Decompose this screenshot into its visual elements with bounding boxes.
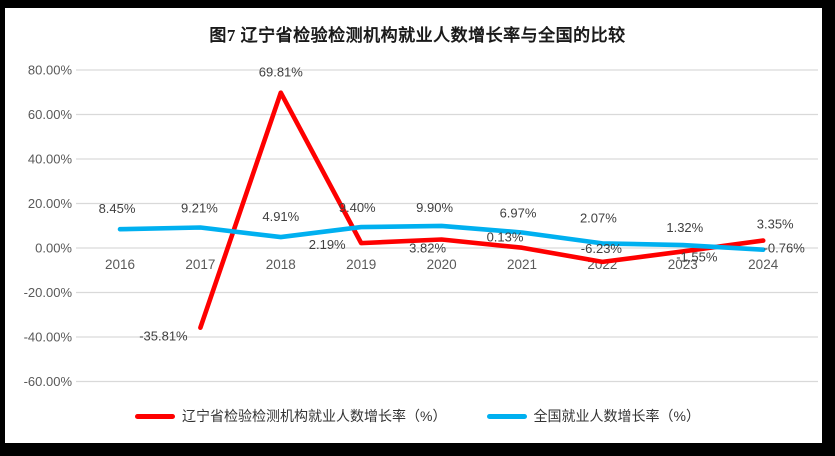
x-axis-tick-label: 2023 bbox=[668, 257, 698, 272]
x-axis-tick-label: 2018 bbox=[266, 257, 296, 272]
legend-swatch-national-line bbox=[486, 413, 527, 419]
data-label: 8.45% bbox=[99, 201, 136, 216]
y-axis-tick-label: 80.00% bbox=[28, 63, 73, 78]
y-axis-tick-label: 20.00% bbox=[28, 196, 73, 211]
data-label: 4.91% bbox=[262, 209, 299, 224]
series-line-1 bbox=[117, 223, 766, 252]
data-label: 9.90% bbox=[416, 200, 453, 215]
data-label: 9.40% bbox=[339, 200, 376, 215]
y-axis-tick-label: -20.00% bbox=[24, 285, 73, 300]
x-axis-tick-label: 2019 bbox=[346, 257, 376, 272]
frame-border-left bbox=[0, 0, 5, 456]
data-label: 2.19% bbox=[309, 237, 346, 252]
chart-title: 图7 辽宁省检验检测机构就业人数增长率与全国的比较 bbox=[209, 26, 626, 45]
data-label: -6.23% bbox=[581, 241, 623, 256]
frame-border-right bbox=[822, 0, 835, 456]
data-label: 3.82% bbox=[409, 241, 446, 256]
data-label: 9.21% bbox=[181, 201, 218, 216]
y-axis-tick-label: -40.00% bbox=[24, 330, 73, 345]
data-label: -0.76% bbox=[764, 241, 806, 256]
legend-label-national: 全国就业人数增长率（%） bbox=[533, 408, 700, 424]
data-label: 6.97% bbox=[500, 205, 537, 220]
data-label: 2.07% bbox=[580, 210, 617, 225]
data-label: 0.13% bbox=[487, 230, 524, 245]
y-axis-tick-label: -60.00% bbox=[24, 374, 73, 389]
data-label: -35.81% bbox=[139, 329, 188, 344]
y-axis-tick-label: 60.00% bbox=[28, 107, 73, 122]
data-label: 3.35% bbox=[757, 217, 794, 232]
data-label: 69.81% bbox=[259, 65, 304, 80]
chart-legend: 辽宁省检验检测机构就业人数增长率（%） 全国就业人数增长率（%） bbox=[0, 407, 835, 425]
x-axis-tick-label: 2021 bbox=[507, 257, 537, 272]
frame-border-bottom bbox=[0, 443, 835, 456]
x-axis-tick-label: 2016 bbox=[105, 257, 135, 272]
frame-border-top bbox=[0, 0, 835, 8]
data-label: 1.32% bbox=[666, 220, 703, 235]
data-label: -1.55% bbox=[676, 249, 718, 264]
series-line-0 bbox=[198, 90, 766, 330]
y-axis-tick-label: 0.00% bbox=[35, 241, 72, 256]
legend-label-liaoning: 辽宁省检验检测机构就业人数增长率（%） bbox=[182, 408, 447, 424]
x-axis-tick-label: 2017 bbox=[185, 257, 215, 272]
legend-swatch-liaoning-line bbox=[135, 413, 176, 419]
x-axis-tick-label: 2024 bbox=[748, 257, 779, 272]
y-axis-tick-label: 40.00% bbox=[28, 152, 73, 167]
x-axis-tick-label: 2020 bbox=[427, 257, 457, 272]
